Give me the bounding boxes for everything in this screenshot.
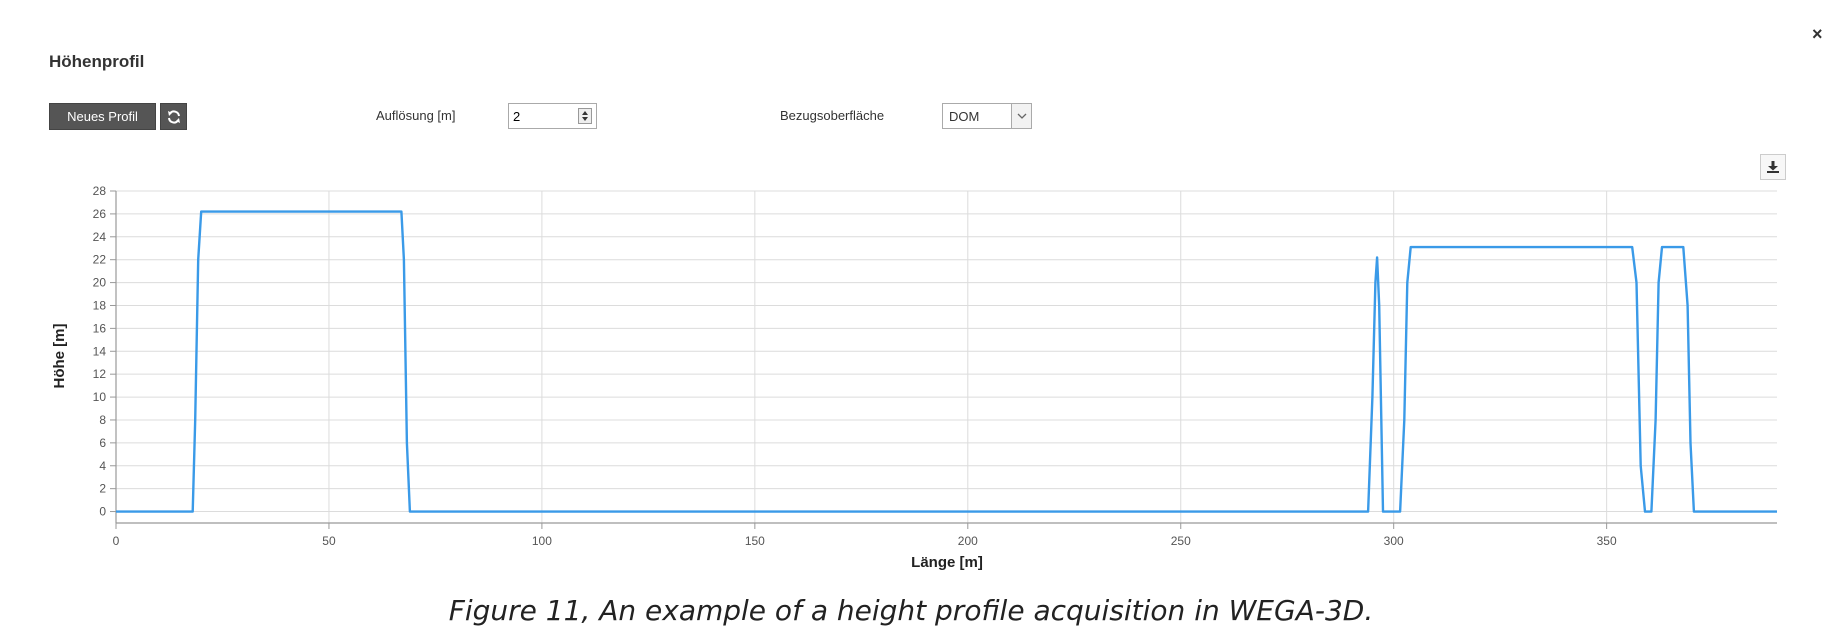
x-tick-label: 200: [958, 534, 978, 548]
close-icon[interactable]: ×: [1812, 24, 1822, 44]
y-tick-label: 22: [93, 253, 107, 267]
x-axis-label: Länge [m]: [911, 554, 983, 571]
y-tick-label: 0: [99, 505, 106, 519]
x-tick-label: 250: [1171, 534, 1191, 548]
y-tick-label: 12: [93, 367, 107, 381]
new-profile-button[interactable]: Neues Profil: [49, 103, 156, 130]
refresh-button[interactable]: [160, 103, 187, 130]
refresh-icon: [167, 109, 180, 124]
surface-select-value: DOM: [949, 109, 980, 124]
download-icon: [1767, 161, 1779, 173]
y-tick-label: 16: [93, 321, 107, 335]
profile-series-line: [116, 210, 1777, 513]
download-button[interactable]: [1760, 154, 1786, 180]
y-tick-label: 4: [99, 459, 106, 473]
y-tick-label: 18: [93, 298, 107, 312]
y-tick-label: 26: [93, 207, 107, 221]
y-tick-label: 10: [93, 390, 107, 404]
x-tick-label: 100: [532, 534, 552, 548]
x-tick-label: 0: [113, 534, 120, 548]
y-tick-label: 28: [93, 184, 107, 198]
x-tick-label: 350: [1597, 534, 1617, 548]
y-axis-label: Höhe [m]: [51, 324, 68, 389]
y-tick-label: 2: [99, 482, 106, 496]
surface-label: Bezugsoberfläche: [780, 108, 885, 123]
y-tick-label: 14: [93, 344, 107, 358]
y-tick-label: 8: [99, 413, 106, 427]
figure-caption: Figure 11, An example of a height profil…: [448, 594, 1374, 627]
chevron-down-icon[interactable]: [1011, 104, 1031, 128]
x-tick-label: 150: [745, 534, 765, 548]
panel-title: Höhenprofil: [49, 52, 145, 71]
resolution-label: Auflösung [m]: [376, 108, 456, 123]
spinner-arrows-icon[interactable]: [578, 108, 592, 124]
resolution-input[interactable]: [513, 107, 573, 125]
x-tick-label: 300: [1384, 534, 1404, 548]
surface-select[interactable]: DOM: [942, 103, 1032, 129]
y-tick-label: 24: [93, 230, 107, 244]
x-tick-label: 50: [322, 534, 336, 548]
y-tick-label: 6: [99, 436, 106, 450]
y-tick-label: 20: [93, 276, 107, 290]
resolution-stepper[interactable]: [508, 103, 597, 129]
